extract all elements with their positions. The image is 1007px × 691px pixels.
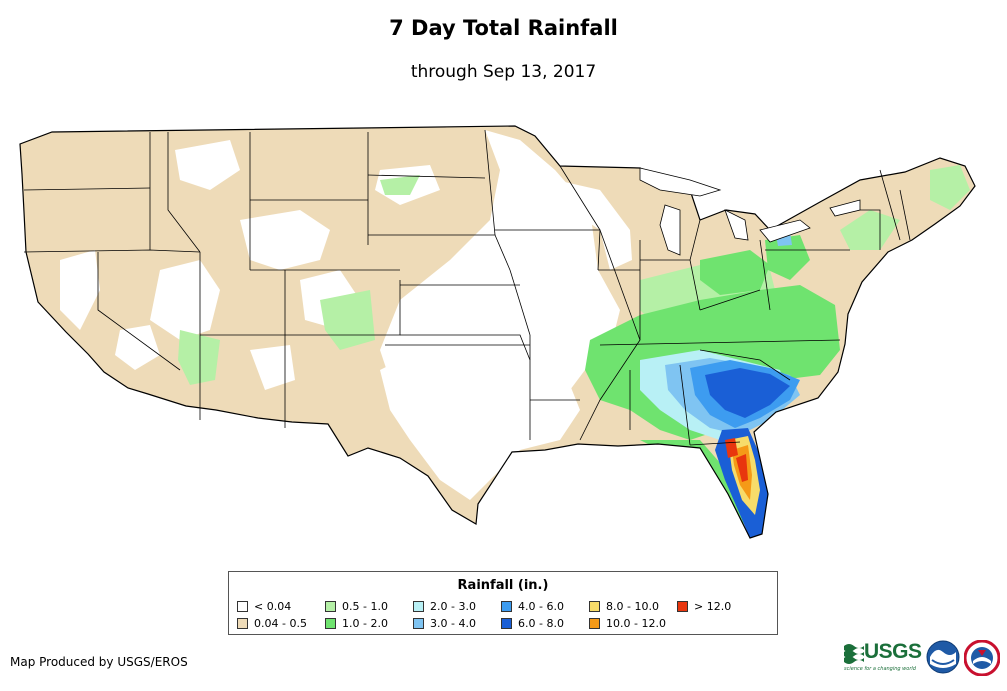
legend-label: 1.0 - 2.0 — [342, 617, 388, 630]
legend-label: 4.0 - 6.0 — [518, 600, 564, 613]
legend-swatch — [501, 618, 512, 629]
map-credit: Map Produced by USGS/EROS — [10, 655, 188, 669]
legend-label: 3.0 - 4.0 — [430, 617, 476, 630]
legend-item: 6.0 - 8.0 — [501, 617, 564, 631]
legend-item: > 12.0 — [677, 600, 731, 614]
legend-item: 0.04 - 0.5 — [237, 617, 307, 631]
legend-label: < 0.04 — [254, 600, 292, 613]
legend-item: 3.0 - 4.0 — [413, 617, 476, 631]
great-lakes — [639, 167, 861, 256]
legend-swatch — [413, 618, 424, 629]
legend-items: < 0.04 0.04 - 0.5 0.5 - 1.0 1.0 - 2.0 2.… — [237, 600, 767, 634]
legend-swatch — [325, 601, 336, 612]
legend-swatch — [325, 618, 336, 629]
dark-blue-areas — [705, 368, 790, 418]
legend-item: 10.0 - 12.0 — [589, 617, 666, 631]
legend-swatch — [677, 601, 688, 612]
legend-item: 4.0 - 6.0 — [501, 600, 564, 614]
usgs-tagline: science for a changing world — [844, 666, 916, 672]
legend-label: 0.5 - 1.0 — [342, 600, 388, 613]
legend-swatch — [237, 618, 248, 629]
legend-swatch — [413, 601, 424, 612]
agency-logos: USGS science for a changing world — [842, 638, 1002, 678]
legend-item: 2.0 - 3.0 — [413, 600, 476, 614]
legend-label: 6.0 - 8.0 — [518, 617, 564, 630]
legend-label: 10.0 - 12.0 — [606, 617, 666, 630]
legend-swatch — [237, 601, 248, 612]
usgs-logo-text: USGS — [864, 640, 922, 663]
legend-item: 1.0 - 2.0 — [325, 617, 388, 631]
legend-item: 8.0 - 10.0 — [589, 600, 659, 614]
dry-areas — [60, 130, 632, 500]
map-title: 7 Day Total Rainfall — [389, 16, 618, 40]
noaa-logo-icon — [926, 640, 960, 674]
usgs-wave-icon — [844, 644, 864, 664]
map-subtitle: through Sep 13, 2017 — [410, 62, 597, 82]
legend-title: Rainfall (in.) — [457, 578, 549, 593]
legend-item: 0.5 - 1.0 — [325, 600, 388, 614]
legend-item: < 0.04 — [237, 600, 291, 614]
legend: Rainfall (in.) < 0.04 0.04 - 0.5 0.5 - 1… — [228, 571, 778, 635]
legend-swatch — [501, 601, 512, 612]
state-boundaries — [23, 129, 911, 446]
nws-logo-icon — [964, 640, 1000, 676]
legend-swatch — [589, 618, 600, 629]
rainfall-map — [19, 125, 976, 539]
legend-swatch — [589, 601, 600, 612]
legend-label: 2.0 - 3.0 — [430, 600, 476, 613]
legend-label: 0.04 - 0.5 — [254, 617, 307, 630]
legend-label: > 12.0 — [694, 600, 732, 613]
us-outline — [19, 125, 976, 539]
legend-label: 8.0 - 10.0 — [606, 600, 659, 613]
